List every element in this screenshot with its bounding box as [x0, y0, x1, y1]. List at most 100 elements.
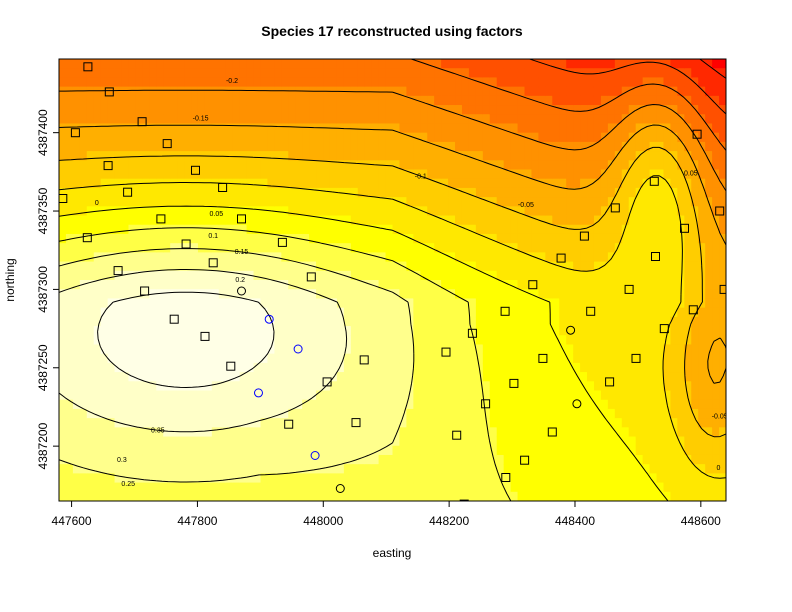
heat-cell	[343, 316, 352, 327]
heat-cell	[142, 197, 150, 207]
heat-cell	[357, 436, 366, 447]
heat-cell	[364, 197, 373, 207]
heat-cell	[559, 160, 567, 171]
heat-cell	[719, 390, 726, 401]
heat-cell	[357, 224, 366, 235]
heat-cell	[427, 178, 435, 189]
heat-cell	[204, 114, 213, 125]
heat-cell	[587, 362, 595, 373]
heat-cell	[309, 270, 317, 281]
heat-cell	[59, 59, 67, 69]
heat-cell	[635, 270, 644, 281]
heat-cell	[545, 491, 553, 501]
heat-cell	[649, 132, 658, 143]
heat-cell	[114, 464, 123, 474]
heat-cell	[434, 215, 442, 226]
heat-cell	[93, 132, 102, 143]
heat-cell	[267, 353, 275, 364]
heat-cell	[489, 86, 498, 97]
heat-cell	[684, 187, 692, 198]
heat-cell	[260, 178, 269, 189]
heat-cell	[475, 86, 484, 97]
heat-cell	[649, 326, 658, 336]
heat-cell	[455, 298, 463, 309]
heat-cell	[475, 261, 484, 272]
square-point	[538, 353, 548, 363]
heat-cell	[531, 362, 540, 373]
heat-cell	[184, 454, 192, 465]
heat-cell	[593, 482, 602, 493]
heat-cell	[184, 270, 192, 281]
heat-cell	[371, 77, 380, 88]
heat-cell	[149, 197, 157, 207]
heat-cell	[302, 298, 310, 309]
heat-cell	[628, 261, 637, 272]
heat-cell	[267, 408, 275, 419]
heat-cell	[580, 95, 588, 106]
heat-cell	[204, 390, 213, 401]
heat-cell	[246, 59, 255, 69]
heat-cell	[86, 408, 95, 419]
heat-cell	[642, 473, 651, 484]
heat-cell	[441, 169, 449, 180]
heat-cell	[656, 335, 665, 346]
heat-cell	[642, 68, 651, 79]
heat-cell	[628, 169, 637, 180]
heat-cell	[392, 464, 401, 474]
heat-cell	[385, 252, 394, 263]
heat-cell	[65, 390, 74, 401]
heat-cell	[59, 289, 67, 300]
heat-cell	[260, 270, 269, 281]
heat-cell	[218, 206, 227, 217]
heat-cell	[427, 68, 435, 79]
heat-cell	[336, 353, 345, 364]
heat-cell	[253, 445, 262, 456]
heat-cell	[197, 114, 206, 125]
heat-cell	[538, 436, 546, 447]
heat-cell	[719, 464, 726, 474]
heat-cell	[580, 436, 588, 447]
heat-cell	[441, 445, 449, 456]
heat-cell	[246, 86, 255, 97]
square-point	[501, 473, 511, 482]
heat-cell	[72, 86, 81, 97]
heat-cell	[496, 298, 505, 309]
heat-cell	[635, 427, 644, 438]
heat-cell	[552, 243, 560, 253]
heat-cell	[246, 298, 255, 309]
heat-cell	[114, 436, 123, 447]
heat-cell	[455, 326, 463, 336]
heat-cell	[580, 141, 588, 152]
heat-cell	[496, 233, 505, 244]
heat-cell	[559, 482, 567, 493]
heat-cell	[156, 335, 164, 346]
heat-cell	[142, 132, 150, 143]
heat-cell	[218, 464, 227, 474]
heat-cell	[705, 353, 713, 364]
heat-cell	[135, 372, 143, 382]
heat-cell	[107, 408, 116, 419]
heat-cell	[427, 224, 435, 235]
heat-cell	[510, 224, 519, 235]
heat-cell	[455, 473, 463, 484]
contour-label-layer: -0.2-0.15-0.1-0.0500.050.10.150.20.250.3…	[95, 78, 726, 488]
heat-cell	[531, 353, 540, 364]
heat-cell	[225, 362, 234, 373]
heat-cell	[246, 252, 255, 263]
heat-cell	[246, 408, 255, 419]
heat-cell	[427, 482, 435, 493]
heat-cell	[107, 280, 116, 290]
heat-cell	[593, 427, 602, 438]
square-point	[277, 237, 287, 247]
heat-cell	[385, 372, 394, 382]
heat-cell	[698, 206, 706, 217]
heat-cell	[260, 344, 269, 355]
heat-cell	[107, 353, 116, 364]
heat-cell	[191, 418, 199, 428]
heat-cell	[691, 298, 699, 309]
heat-cell	[441, 123, 449, 134]
heat-cell	[649, 233, 658, 244]
heat-cell	[559, 381, 567, 392]
heat-cell	[163, 224, 171, 235]
heat-cell	[329, 169, 338, 180]
